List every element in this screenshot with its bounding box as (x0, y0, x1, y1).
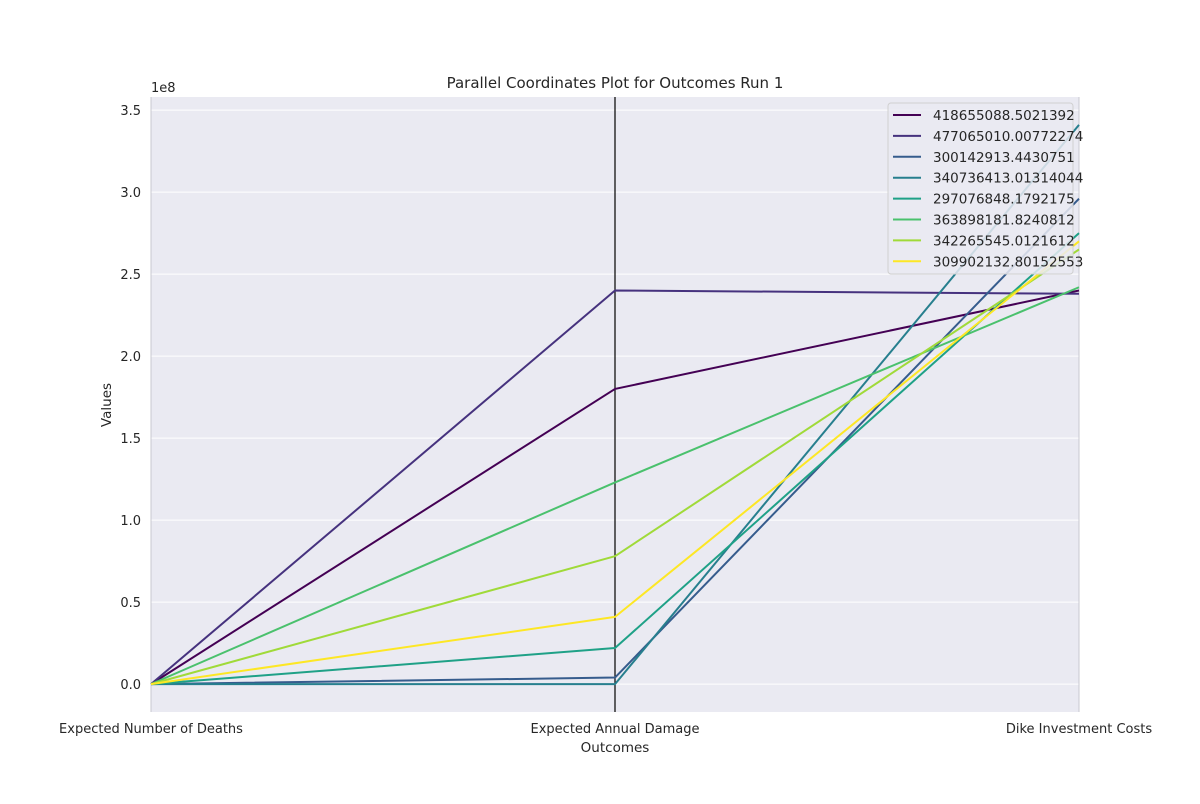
x-tick-label: Expected Number of Deaths (59, 722, 243, 737)
legend-label: 477065010.00772274 (933, 129, 1083, 145)
series-line (151, 124, 1080, 686)
y-tick-label: 3.5 (120, 104, 141, 119)
y-tick-label: 2.0 (120, 350, 141, 365)
y-tick-label: 1.0 (120, 514, 141, 529)
legend-label: 418655088.5021392 (933, 108, 1075, 124)
tick-layer: 0.0 0.5 1.0 1.5 2.0 2.5 3.0 3.5 Expected Number … (59, 104, 1152, 737)
legend-label: 297076848.1792175 (933, 192, 1075, 208)
y-tick-label: 3.0 (120, 186, 141, 201)
series-line (150, 289, 1080, 685)
series-line (150, 240, 1080, 686)
legend-label: 363898181.8240812 (933, 213, 1075, 229)
x-tick-label: Expected Annual Damage (531, 722, 700, 737)
y-axis-label: Values (99, 383, 115, 427)
x-axis-label: Outcomes (581, 740, 650, 756)
series-line (150, 197, 1080, 686)
legend: 418655088.5021392 477065010.00772274 30014… (887, 102, 1083, 275)
chart-title: Parallel Coordinates Plot for Outcomes R… (447, 74, 784, 92)
series-layer (150, 124, 1080, 686)
legend-label: 309902132.80152553 (933, 254, 1083, 270)
legend-label: 300142913.4430751 (933, 150, 1075, 166)
y-tick-label: 0.0 (120, 678, 141, 693)
y-tick-label: 0.5 (120, 596, 141, 611)
y-tick-label: 1.5 (120, 432, 141, 447)
y-offset-label: 1e8 (151, 81, 176, 96)
series-line (150, 289, 1080, 685)
legend-label: 342265545.0121612 (933, 233, 1075, 249)
x-tick-label: Dike Investment Costs (1006, 722, 1152, 737)
series-line (150, 232, 1080, 686)
legend-frame (887, 102, 1074, 275)
y-tick-label: 2.5 (120, 268, 141, 283)
series-line (150, 248, 1080, 686)
legend-label: 340736413.01314044 (933, 171, 1083, 187)
